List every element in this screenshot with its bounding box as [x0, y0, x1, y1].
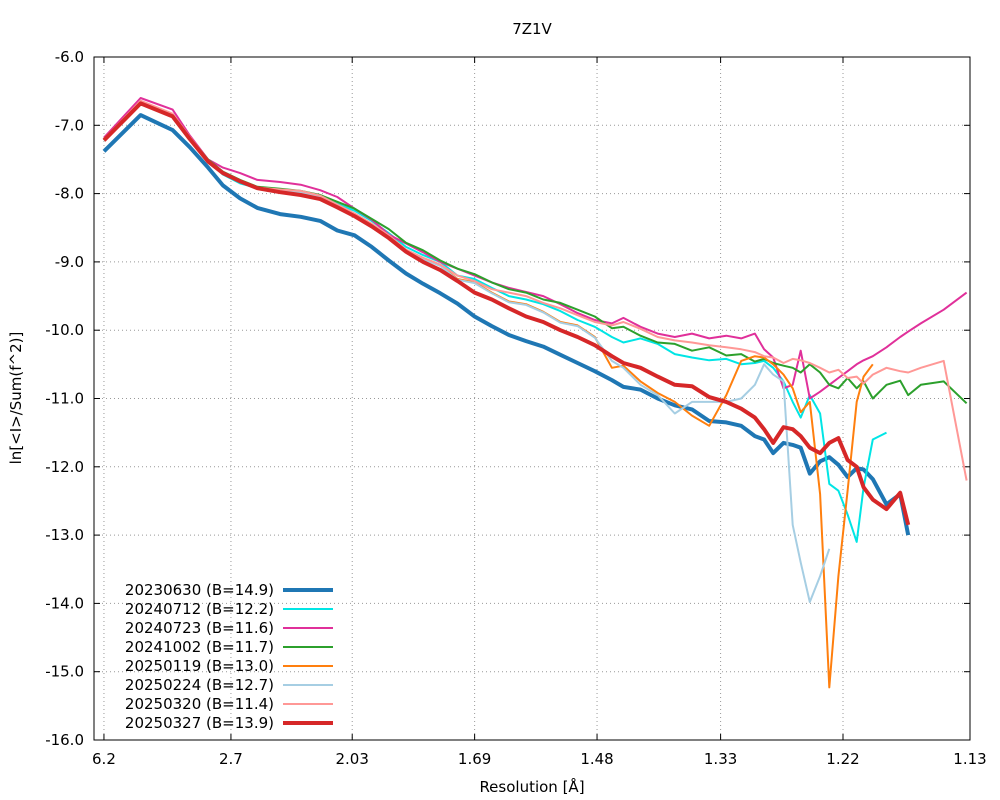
series-lines — [102, 97, 968, 689]
chart-title: 7Z1V — [512, 20, 552, 38]
legend-label: 20250320 (B=11.4) — [125, 695, 274, 713]
y-tick-label: -14.0 — [45, 594, 84, 612]
y-tick-label: -11.0 — [45, 390, 84, 408]
legend-label: 20240723 (B=11.6) — [125, 619, 274, 637]
legend-label: 20240712 (B=12.2) — [125, 600, 274, 618]
x-axis-ticks: 6.2 2.7 2.03 1.69 1.48 1.33 1.22 1.13 — [92, 57, 987, 768]
y-axis-label: ln[<I>/Sum(f^2)] — [7, 332, 25, 465]
x-tick-label: 1.69 — [458, 750, 491, 768]
x-tick-label: 2.03 — [336, 750, 369, 768]
x-tick-label: 2.7 — [219, 750, 243, 768]
x-tick-label: 1.13 — [953, 750, 986, 768]
legend-label: 20241002 (B=11.7) — [125, 638, 274, 656]
plot-frame — [93, 56, 971, 741]
y-tick-label: -10.0 — [45, 321, 84, 339]
y-tick-label: -16.0 — [45, 731, 84, 749]
x-axis-label: Resolution [Å] — [479, 777, 584, 796]
y-tick-label: -13.0 — [45, 526, 84, 544]
y-tick-label: -12.0 — [45, 458, 84, 476]
y-tick-label: -6.0 — [55, 48, 84, 66]
y-tick-label: -15.0 — [45, 663, 84, 681]
x-tick-label: 1.22 — [826, 750, 859, 768]
series-line-6 — [103, 99, 968, 481]
legend-label: 20250327 (B=13.9) — [125, 714, 274, 732]
y-tick-label: -8.0 — [55, 185, 84, 203]
y-axis-ticks: -6.0 -7.0 -8.0 -9.0 -10.0 -11.0 -12.0 -13.0 -14.… — [45, 48, 970, 749]
legend: 20230630 (B=14.9)20240712 (B=12.2)202407… — [125, 581, 333, 732]
series-line-2 — [103, 97, 968, 400]
x-tick-label: 1.48 — [580, 750, 613, 768]
x-tick-label: 6.2 — [92, 750, 116, 768]
series-line-0 — [102, 113, 911, 536]
legend-label: 20230630 (B=14.9) — [125, 581, 274, 599]
x-tick-label: 1.33 — [704, 750, 737, 768]
series-line-3 — [103, 102, 968, 405]
series-line-7 — [102, 101, 911, 526]
legend-label: 20250224 (B=12.7) — [125, 676, 274, 694]
legend-label: 20250119 (B=13.0) — [125, 657, 274, 675]
y-tick-label: -7.0 — [55, 116, 84, 134]
y-tick-label: -9.0 — [55, 253, 84, 271]
